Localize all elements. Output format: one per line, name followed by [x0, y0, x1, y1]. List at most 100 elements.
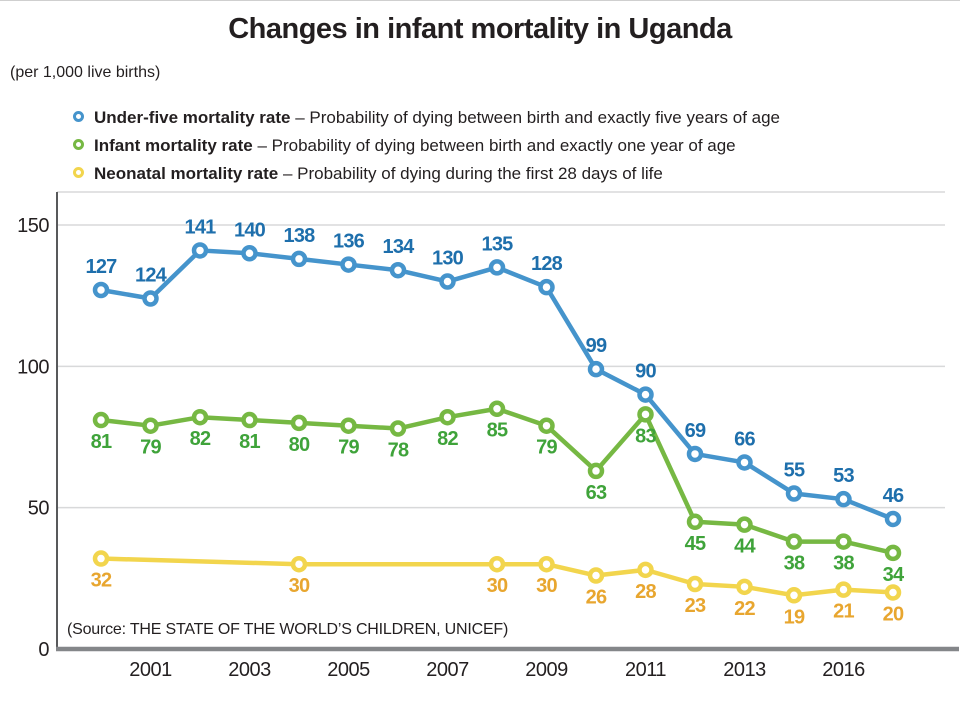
- data-point-marker: [191, 408, 209, 426]
- value-label: 81: [239, 431, 260, 453]
- value-label: 22: [734, 598, 755, 620]
- value-label: 135: [482, 233, 514, 255]
- data-point-marker: [538, 278, 555, 296]
- data-point-marker: [439, 408, 456, 426]
- value-label: 79: [140, 437, 161, 459]
- data-point-marker: [884, 584, 902, 601]
- x-tick-label: 2013: [723, 659, 766, 681]
- value-label: 34: [883, 564, 905, 586]
- value-label: 140: [234, 219, 266, 241]
- data-point-marker: [587, 567, 605, 584]
- value-label: 19: [784, 606, 805, 628]
- data-point-marker: [835, 581, 852, 598]
- data-point-marker: [736, 454, 753, 471]
- data-point-marker: [884, 544, 902, 562]
- value-label: 99: [586, 335, 607, 357]
- legend-series-desc: – Probability of dying between birth and…: [295, 108, 781, 127]
- value-label: 90: [635, 361, 656, 383]
- value-label: 38: [784, 553, 805, 575]
- data-point-marker: [835, 533, 852, 550]
- data-point-marker: [488, 555, 506, 573]
- legend-series-name: Infant mortality rate: [94, 136, 253, 155]
- chart-title: Changes in infant mortality in Uganda: [228, 13, 732, 45]
- legend-item-neonatal: Neonatal mortality rate – Probability of…: [73, 160, 780, 188]
- data-point-marker: [389, 261, 407, 279]
- value-label: 128: [531, 253, 563, 275]
- data-point-marker: [785, 533, 803, 550]
- value-label: 30: [289, 575, 310, 597]
- data-point-marker: [241, 245, 258, 262]
- value-label: 80: [289, 434, 310, 456]
- data-point-marker: [884, 510, 902, 528]
- data-point-marker: [142, 290, 159, 307]
- data-point-marker: [686, 513, 704, 531]
- data-point-marker: [340, 256, 357, 273]
- data-point-marker: [785, 485, 803, 502]
- x-tick-label: 2005: [327, 659, 370, 681]
- value-label: 79: [536, 437, 557, 459]
- value-label: 136: [333, 231, 365, 253]
- value-label: 130: [432, 248, 464, 270]
- neonatal-legend-dot-icon: [73, 167, 84, 179]
- data-point-marker: [488, 400, 506, 417]
- data-point-marker: [389, 420, 407, 437]
- data-point-marker: [835, 490, 852, 508]
- unit-label: (per 1,000 live births): [10, 64, 161, 81]
- data-point-marker: [686, 445, 704, 463]
- legend-series-name: Under-five mortality rate: [94, 108, 291, 127]
- data-point-marker: [142, 417, 159, 434]
- legend-series-name: Neonatal mortality rate: [94, 164, 279, 183]
- legend-series-desc: – Probability of dying during the first …: [282, 164, 663, 183]
- data-point-marker: [686, 575, 704, 593]
- value-label: 55: [784, 460, 805, 482]
- value-label: 124: [135, 264, 168, 286]
- infant-legend-dot-icon: [73, 139, 84, 151]
- data-point-marker: [488, 259, 506, 276]
- value-label: 26: [586, 587, 607, 609]
- value-label: 28: [635, 581, 656, 603]
- value-label: 63: [586, 482, 607, 504]
- value-label: 53: [833, 465, 854, 487]
- data-point-marker: [191, 242, 209, 259]
- value-label: 141: [185, 216, 217, 238]
- under-five-legend-dot-icon: [73, 111, 84, 123]
- y-tick-label: 0: [38, 639, 49, 661]
- value-label: 45: [685, 533, 706, 555]
- value-label: 127: [86, 256, 118, 278]
- data-point-marker: [92, 411, 110, 429]
- legend-series-desc: – Probability of dying between birth and…: [257, 136, 736, 155]
- value-label: 44: [734, 536, 756, 558]
- x-tick-label: 2009: [525, 659, 568, 681]
- value-label: 69: [685, 420, 706, 442]
- data-point-marker: [340, 417, 357, 434]
- value-label: 38: [833, 553, 854, 575]
- value-label: 85: [487, 420, 508, 442]
- value-label: 81: [91, 431, 112, 453]
- value-label: 82: [190, 428, 211, 450]
- x-tick-label: 2003: [228, 659, 271, 681]
- value-label: 78: [388, 440, 409, 462]
- y-tick-label: 150: [17, 215, 49, 237]
- data-point-marker: [736, 516, 753, 533]
- data-point-marker: [587, 360, 605, 378]
- data-point-marker: [538, 555, 555, 573]
- series-line-0: [98, 248, 896, 522]
- value-label: 46: [883, 485, 904, 507]
- data-point-marker: [290, 555, 308, 573]
- data-point-marker: [538, 417, 555, 434]
- value-label: 30: [536, 575, 557, 597]
- value-label: 32: [91, 570, 112, 592]
- x-tick-label: 2011: [625, 659, 666, 681]
- value-label: 21: [833, 601, 854, 623]
- data-point-marker: [637, 561, 654, 579]
- y-tick-label: 50: [28, 498, 50, 520]
- chart-legend: Under-five mortality rate – Probability …: [73, 104, 780, 188]
- data-point-marker: [241, 411, 258, 429]
- data-point-marker: [637, 406, 654, 423]
- legend-item-under-five: Under-five mortality rate – Probability …: [73, 104, 780, 132]
- value-label: 23: [685, 595, 706, 617]
- source-note: (Source: THE STATE OF THE WORLD’S CHILDR…: [67, 621, 509, 638]
- value-label: 30: [487, 575, 508, 597]
